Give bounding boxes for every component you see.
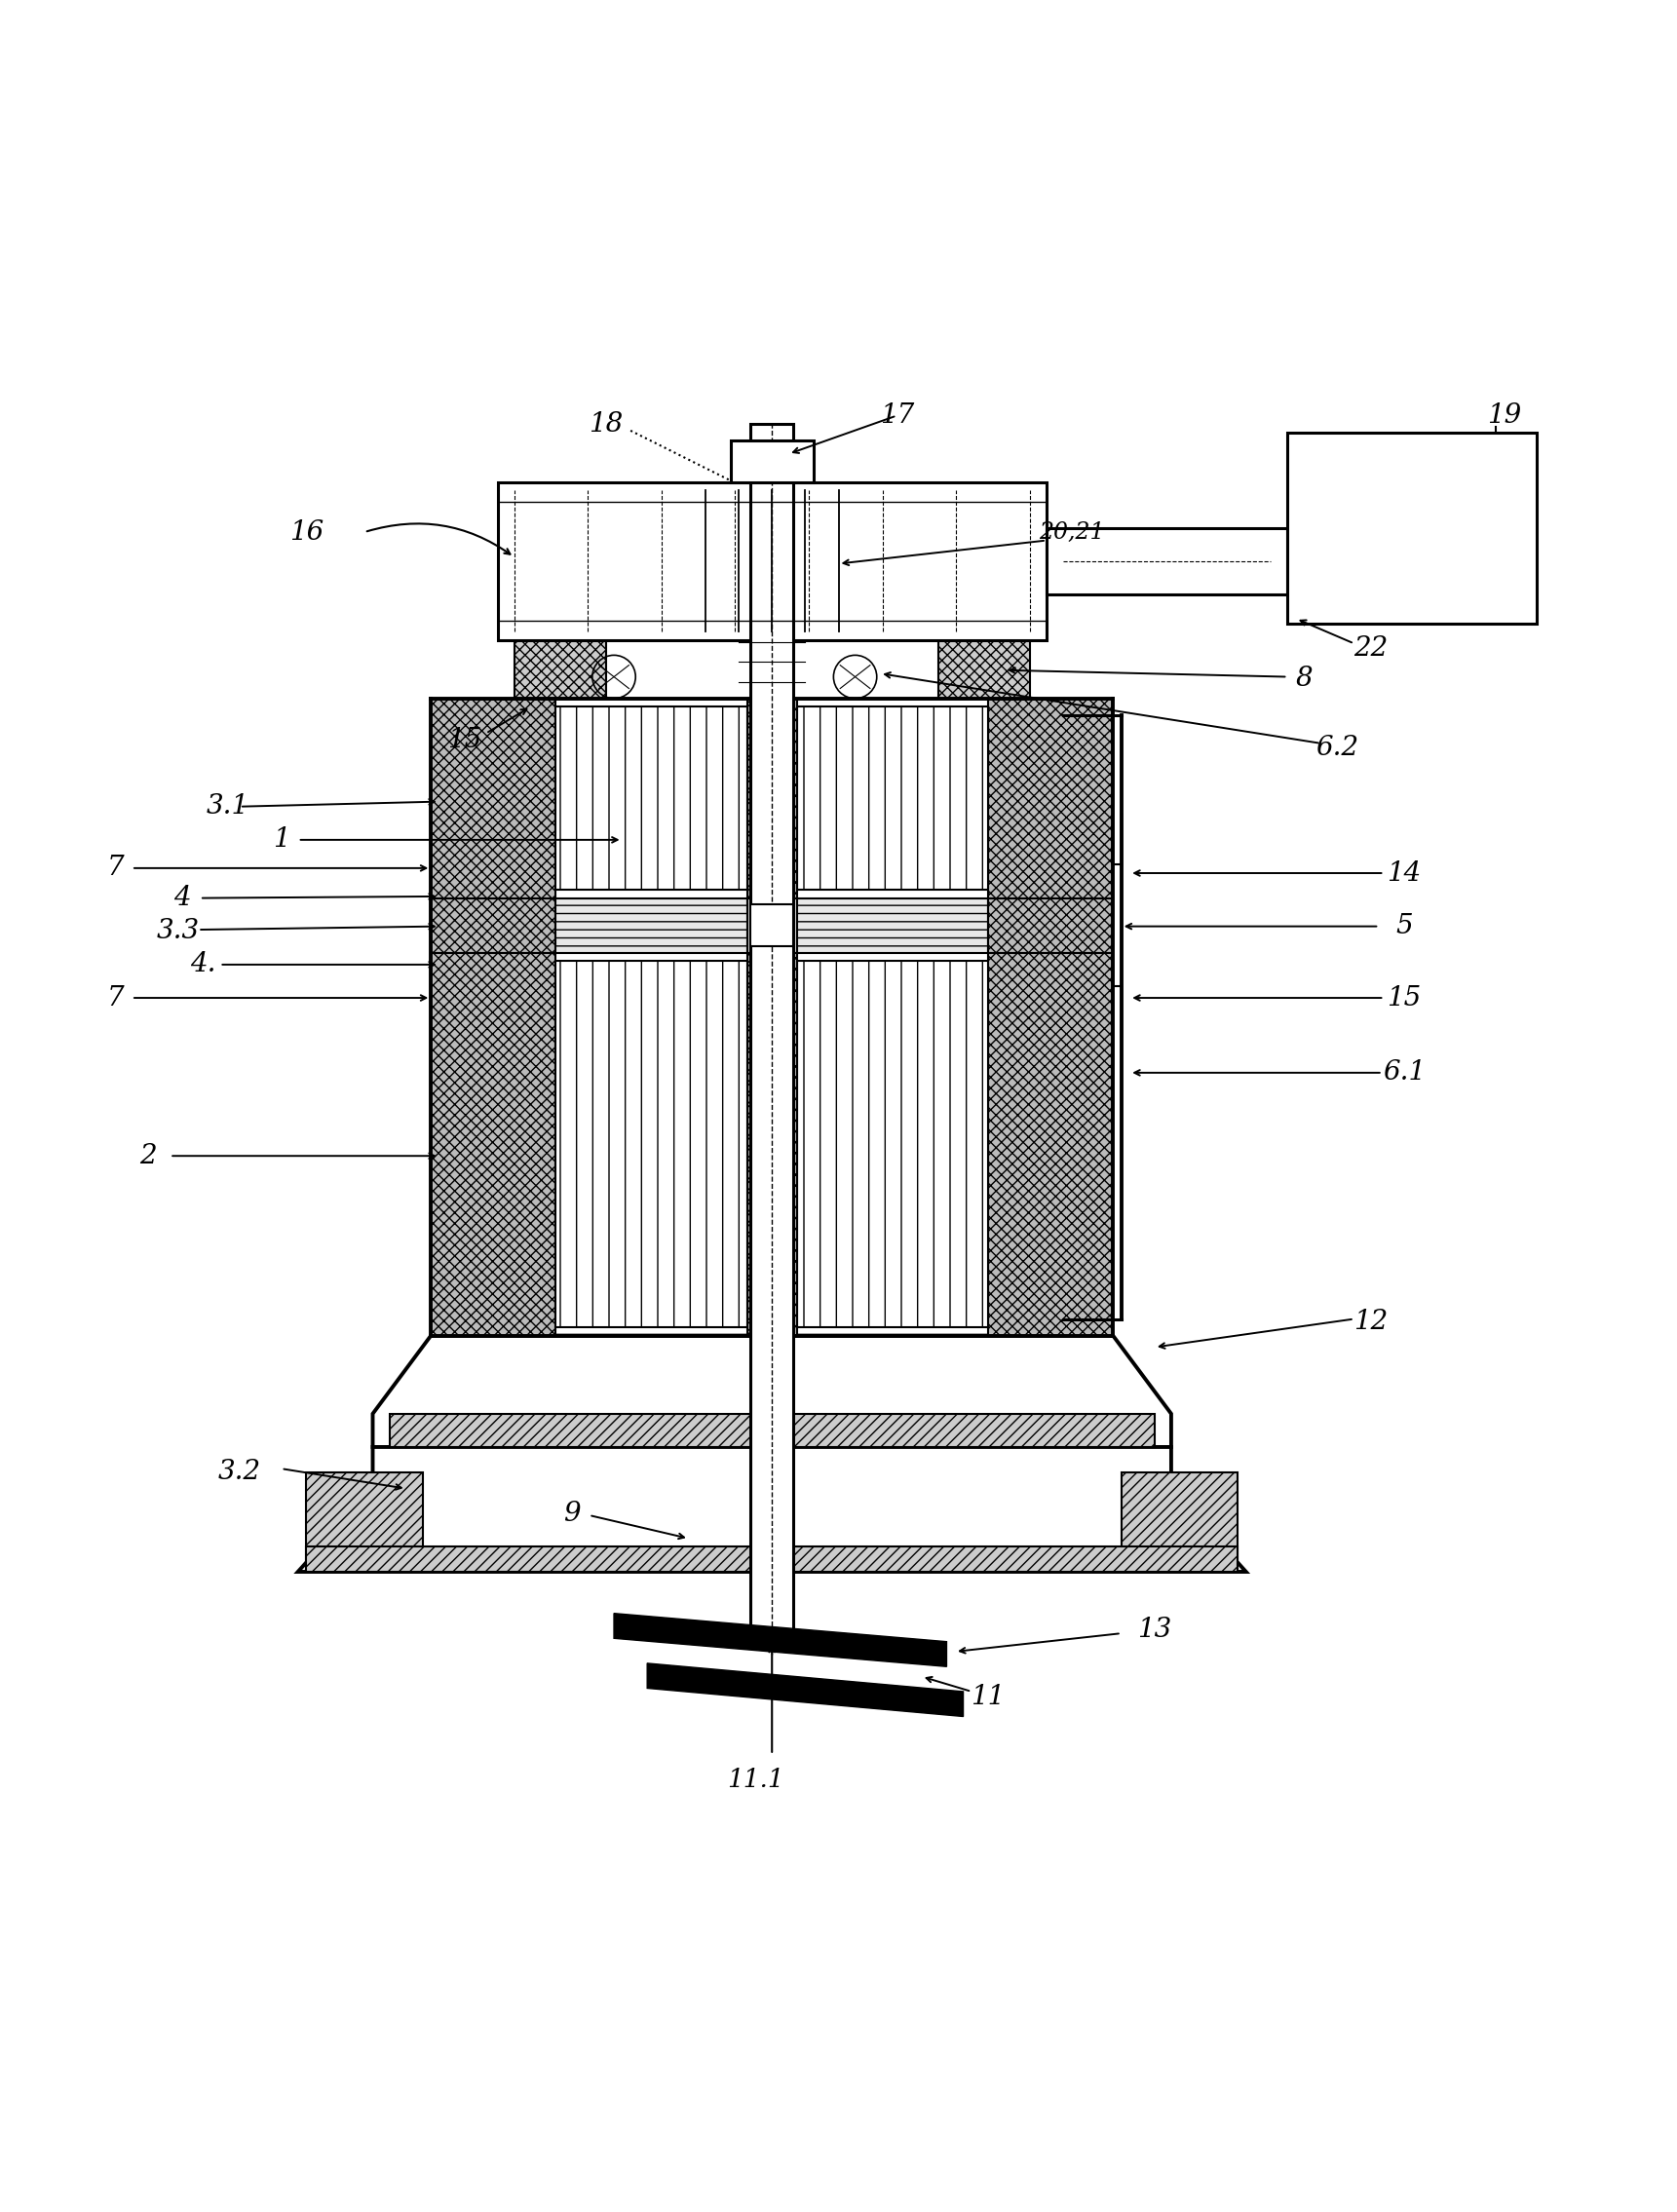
Bar	[431, 953, 555, 1336]
Bar	[555, 898, 746, 953]
Text: 13: 13	[1137, 1617, 1172, 1644]
Bar	[307, 1546, 1238, 1573]
Text: 7: 7	[107, 984, 124, 1011]
Text: 1: 1	[273, 827, 290, 854]
Bar	[307, 1471, 423, 1573]
Bar	[431, 898, 555, 953]
Bar	[1046, 529, 1288, 595]
Text: 7: 7	[107, 856, 124, 880]
Text: 3.1: 3.1	[206, 794, 250, 821]
Bar	[431, 699, 555, 898]
Text: 12: 12	[1353, 1310, 1389, 1336]
Bar	[746, 699, 793, 898]
Polygon shape	[299, 1447, 1246, 1573]
Text: 3.3: 3.3	[156, 918, 200, 945]
Bar	[797, 708, 988, 889]
Text: 8: 8	[1296, 666, 1313, 692]
Bar	[389, 1413, 1154, 1447]
Text: 22: 22	[1353, 635, 1389, 661]
Text: 2: 2	[139, 1144, 158, 1170]
Text: 15: 15	[448, 728, 481, 754]
Text: 11.1: 11.1	[726, 1767, 783, 1792]
Polygon shape	[372, 1336, 1171, 1447]
Text: 20,21: 20,21	[1038, 520, 1103, 544]
Text: 11: 11	[971, 1683, 1006, 1710]
Bar	[797, 962, 988, 1327]
Bar	[750, 905, 793, 947]
Text: 6.2: 6.2	[1316, 734, 1358, 761]
Text: 19: 19	[1487, 403, 1521, 429]
Text: 3.2: 3.2	[218, 1458, 262, 1484]
Bar	[515, 639, 605, 699]
Text: 16: 16	[288, 520, 324, 544]
Text: 15: 15	[1387, 984, 1420, 1011]
Bar	[746, 953, 793, 1336]
Bar	[939, 639, 1030, 699]
Text: 6.1: 6.1	[1382, 1060, 1425, 1086]
Bar	[746, 898, 793, 953]
Bar	[750, 425, 793, 1639]
Text: 17: 17	[879, 403, 914, 429]
Polygon shape	[614, 1613, 946, 1666]
Bar	[1288, 431, 1538, 624]
Bar	[1122, 1471, 1238, 1573]
Bar	[555, 962, 746, 1327]
Bar	[731, 440, 813, 482]
Text: 4.: 4.	[190, 951, 216, 978]
Bar	[498, 482, 1046, 639]
Text: 4: 4	[173, 885, 190, 911]
Bar	[750, 953, 797, 1336]
Text: 18: 18	[589, 411, 622, 438]
Text: 14: 14	[1387, 860, 1420, 887]
Bar	[555, 708, 746, 889]
Bar	[750, 898, 797, 953]
Text: 5: 5	[1395, 914, 1412, 940]
Text: 9: 9	[563, 1500, 580, 1526]
Bar	[988, 898, 1114, 953]
Bar	[750, 699, 797, 898]
Bar	[988, 953, 1114, 1336]
Bar	[988, 699, 1114, 898]
Polygon shape	[647, 1663, 963, 1717]
Bar	[797, 898, 988, 953]
